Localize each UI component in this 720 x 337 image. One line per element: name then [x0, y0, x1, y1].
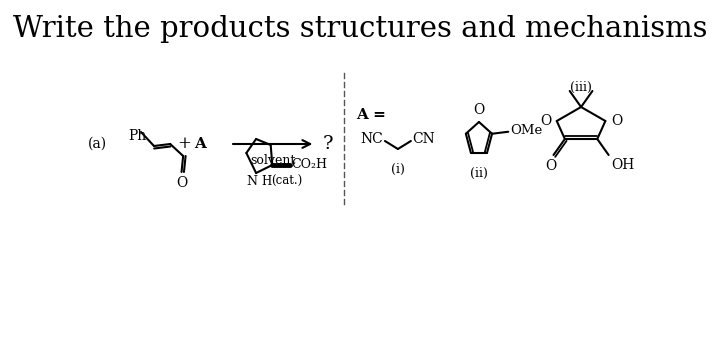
- Text: (ii): (ii): [470, 166, 488, 180]
- Text: Ph: Ph: [128, 129, 146, 143]
- Text: NC: NC: [361, 132, 383, 146]
- Text: O: O: [540, 114, 551, 128]
- Text: +: +: [177, 135, 191, 153]
- Text: O: O: [546, 159, 557, 173]
- Text: H: H: [262, 175, 272, 188]
- Text: (cat.): (cat.): [271, 175, 302, 188]
- Text: CN: CN: [413, 132, 436, 146]
- Text: (i): (i): [391, 162, 405, 176]
- Text: O: O: [176, 176, 188, 190]
- Text: O: O: [473, 103, 485, 117]
- Text: solvent: solvent: [251, 154, 296, 167]
- Text: N: N: [246, 175, 257, 188]
- Text: OMe: OMe: [510, 124, 542, 137]
- Text: Write the products structures and mechanisms: Write the products structures and mechan…: [12, 15, 707, 43]
- Text: CO₂H: CO₂H: [292, 157, 328, 171]
- Text: OH: OH: [611, 158, 634, 172]
- Text: A: A: [194, 137, 206, 151]
- Text: (iii): (iii): [570, 81, 592, 93]
- Text: ?: ?: [323, 135, 333, 153]
- Text: A =: A =: [356, 108, 386, 122]
- Text: O: O: [611, 114, 622, 128]
- Text: (a): (a): [89, 137, 107, 151]
